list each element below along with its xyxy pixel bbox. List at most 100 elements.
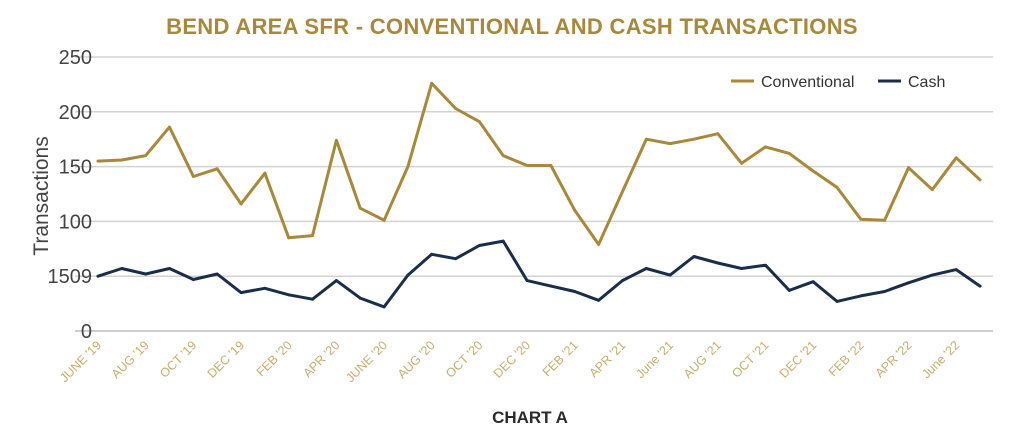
data-point xyxy=(644,267,648,270)
data-point xyxy=(716,261,720,265)
data-point xyxy=(907,281,910,285)
data-point xyxy=(334,279,338,282)
data-point xyxy=(811,169,815,173)
x-tick-label: APR '22 xyxy=(873,338,915,380)
data-point xyxy=(96,274,100,278)
data-point xyxy=(883,290,887,293)
data-point xyxy=(215,167,219,171)
x-tick-label: FEB '20 xyxy=(254,338,295,379)
data-point xyxy=(358,296,362,300)
legend-label: Cash xyxy=(908,74,945,91)
data-point xyxy=(930,273,934,277)
legend: Conventional Cash xyxy=(731,74,945,91)
data-point xyxy=(144,154,148,158)
x-tick-label: AUG '21 xyxy=(681,338,724,381)
data-point xyxy=(168,267,171,270)
data-point xyxy=(954,268,958,272)
data-point xyxy=(406,273,410,277)
data-point xyxy=(573,290,577,293)
data-point xyxy=(525,279,529,282)
legend-label: Conventional xyxy=(761,74,854,91)
data-point xyxy=(954,156,958,160)
data-point xyxy=(692,137,696,141)
x-tick-label: OCT '19 xyxy=(157,338,199,380)
data-point xyxy=(764,145,767,149)
x-tick-label: FEB '21 xyxy=(540,338,581,379)
data-point xyxy=(501,154,505,158)
data-point xyxy=(573,209,577,212)
data-point xyxy=(454,257,457,261)
x-tick-label: DEC '19 xyxy=(205,338,248,381)
data-point xyxy=(96,159,100,163)
data-point xyxy=(215,272,219,276)
data-point xyxy=(787,152,791,155)
data-point xyxy=(120,158,124,162)
data-point xyxy=(120,267,124,270)
x-tick-label: AUG '20 xyxy=(395,338,438,381)
data-point xyxy=(358,206,362,210)
data-point xyxy=(191,175,195,178)
data-point xyxy=(597,243,600,246)
data-point xyxy=(144,272,148,276)
y-axis-ticks: 0 1509 100 150 200 250 xyxy=(48,47,93,343)
data-point xyxy=(311,234,314,238)
data-point xyxy=(644,137,648,141)
y-tick-label: 1509 xyxy=(48,266,93,288)
data-point xyxy=(907,166,910,170)
data-point xyxy=(382,218,386,222)
data-point xyxy=(239,291,243,295)
x-tick-label: AUG '19 xyxy=(109,338,152,381)
data-point xyxy=(382,305,386,309)
data-point xyxy=(668,273,672,277)
data-point xyxy=(430,81,434,85)
y-axis-label: Transactions xyxy=(30,136,53,255)
data-point xyxy=(859,217,863,221)
data-point xyxy=(501,239,505,243)
data-point xyxy=(859,294,863,298)
x-tick-label: June '22 xyxy=(919,338,962,381)
data-point xyxy=(454,107,457,110)
y-tick-label: 150 xyxy=(59,157,92,179)
y-tick-label: 0 xyxy=(81,321,92,343)
x-tick-label: APR '20 xyxy=(300,338,342,380)
data-point xyxy=(263,286,267,290)
data-point xyxy=(525,164,529,167)
data-point xyxy=(239,202,243,206)
x-axis-ticks: JUNE '19 AUG '19 OCT '19 DEC '19 FEB '20 APR … xyxy=(57,338,962,385)
data-point xyxy=(191,278,195,281)
chart-caption: CHART A xyxy=(492,408,568,427)
x-tick-label: FEB '22 xyxy=(826,338,867,379)
data-point xyxy=(835,300,839,303)
y-tick-label: 200 xyxy=(59,102,92,124)
x-tick-label: DEC '21 xyxy=(777,338,820,381)
data-point xyxy=(168,125,171,129)
data-point xyxy=(835,186,839,189)
series-lines xyxy=(96,81,982,309)
data-point xyxy=(740,161,744,165)
series-conventional xyxy=(96,81,982,246)
data-point xyxy=(597,298,600,302)
x-tick-label: JUNE '20 xyxy=(343,338,390,385)
chart-title: BEND AREA SFR - CONVENTIONAL AND CASH TR… xyxy=(166,14,858,39)
data-point xyxy=(787,289,791,292)
series-line xyxy=(96,81,982,246)
data-point xyxy=(430,252,434,256)
data-point xyxy=(406,165,410,169)
data-point xyxy=(478,244,481,247)
data-point xyxy=(621,190,624,194)
data-point xyxy=(883,218,887,222)
data-point xyxy=(716,132,720,136)
x-tick-label: OCT '21 xyxy=(729,338,771,380)
data-point xyxy=(549,284,553,288)
data-point xyxy=(334,138,338,142)
data-point xyxy=(311,297,314,301)
data-point xyxy=(549,164,553,167)
x-tick-label: JUNE '19 xyxy=(57,338,104,385)
x-tick-label: APR '21 xyxy=(587,338,629,380)
y-tick-label: 100 xyxy=(59,211,92,233)
data-point xyxy=(978,284,982,288)
series-cash xyxy=(96,239,982,309)
x-tick-label: June '21 xyxy=(633,338,676,381)
data-point xyxy=(621,279,624,282)
